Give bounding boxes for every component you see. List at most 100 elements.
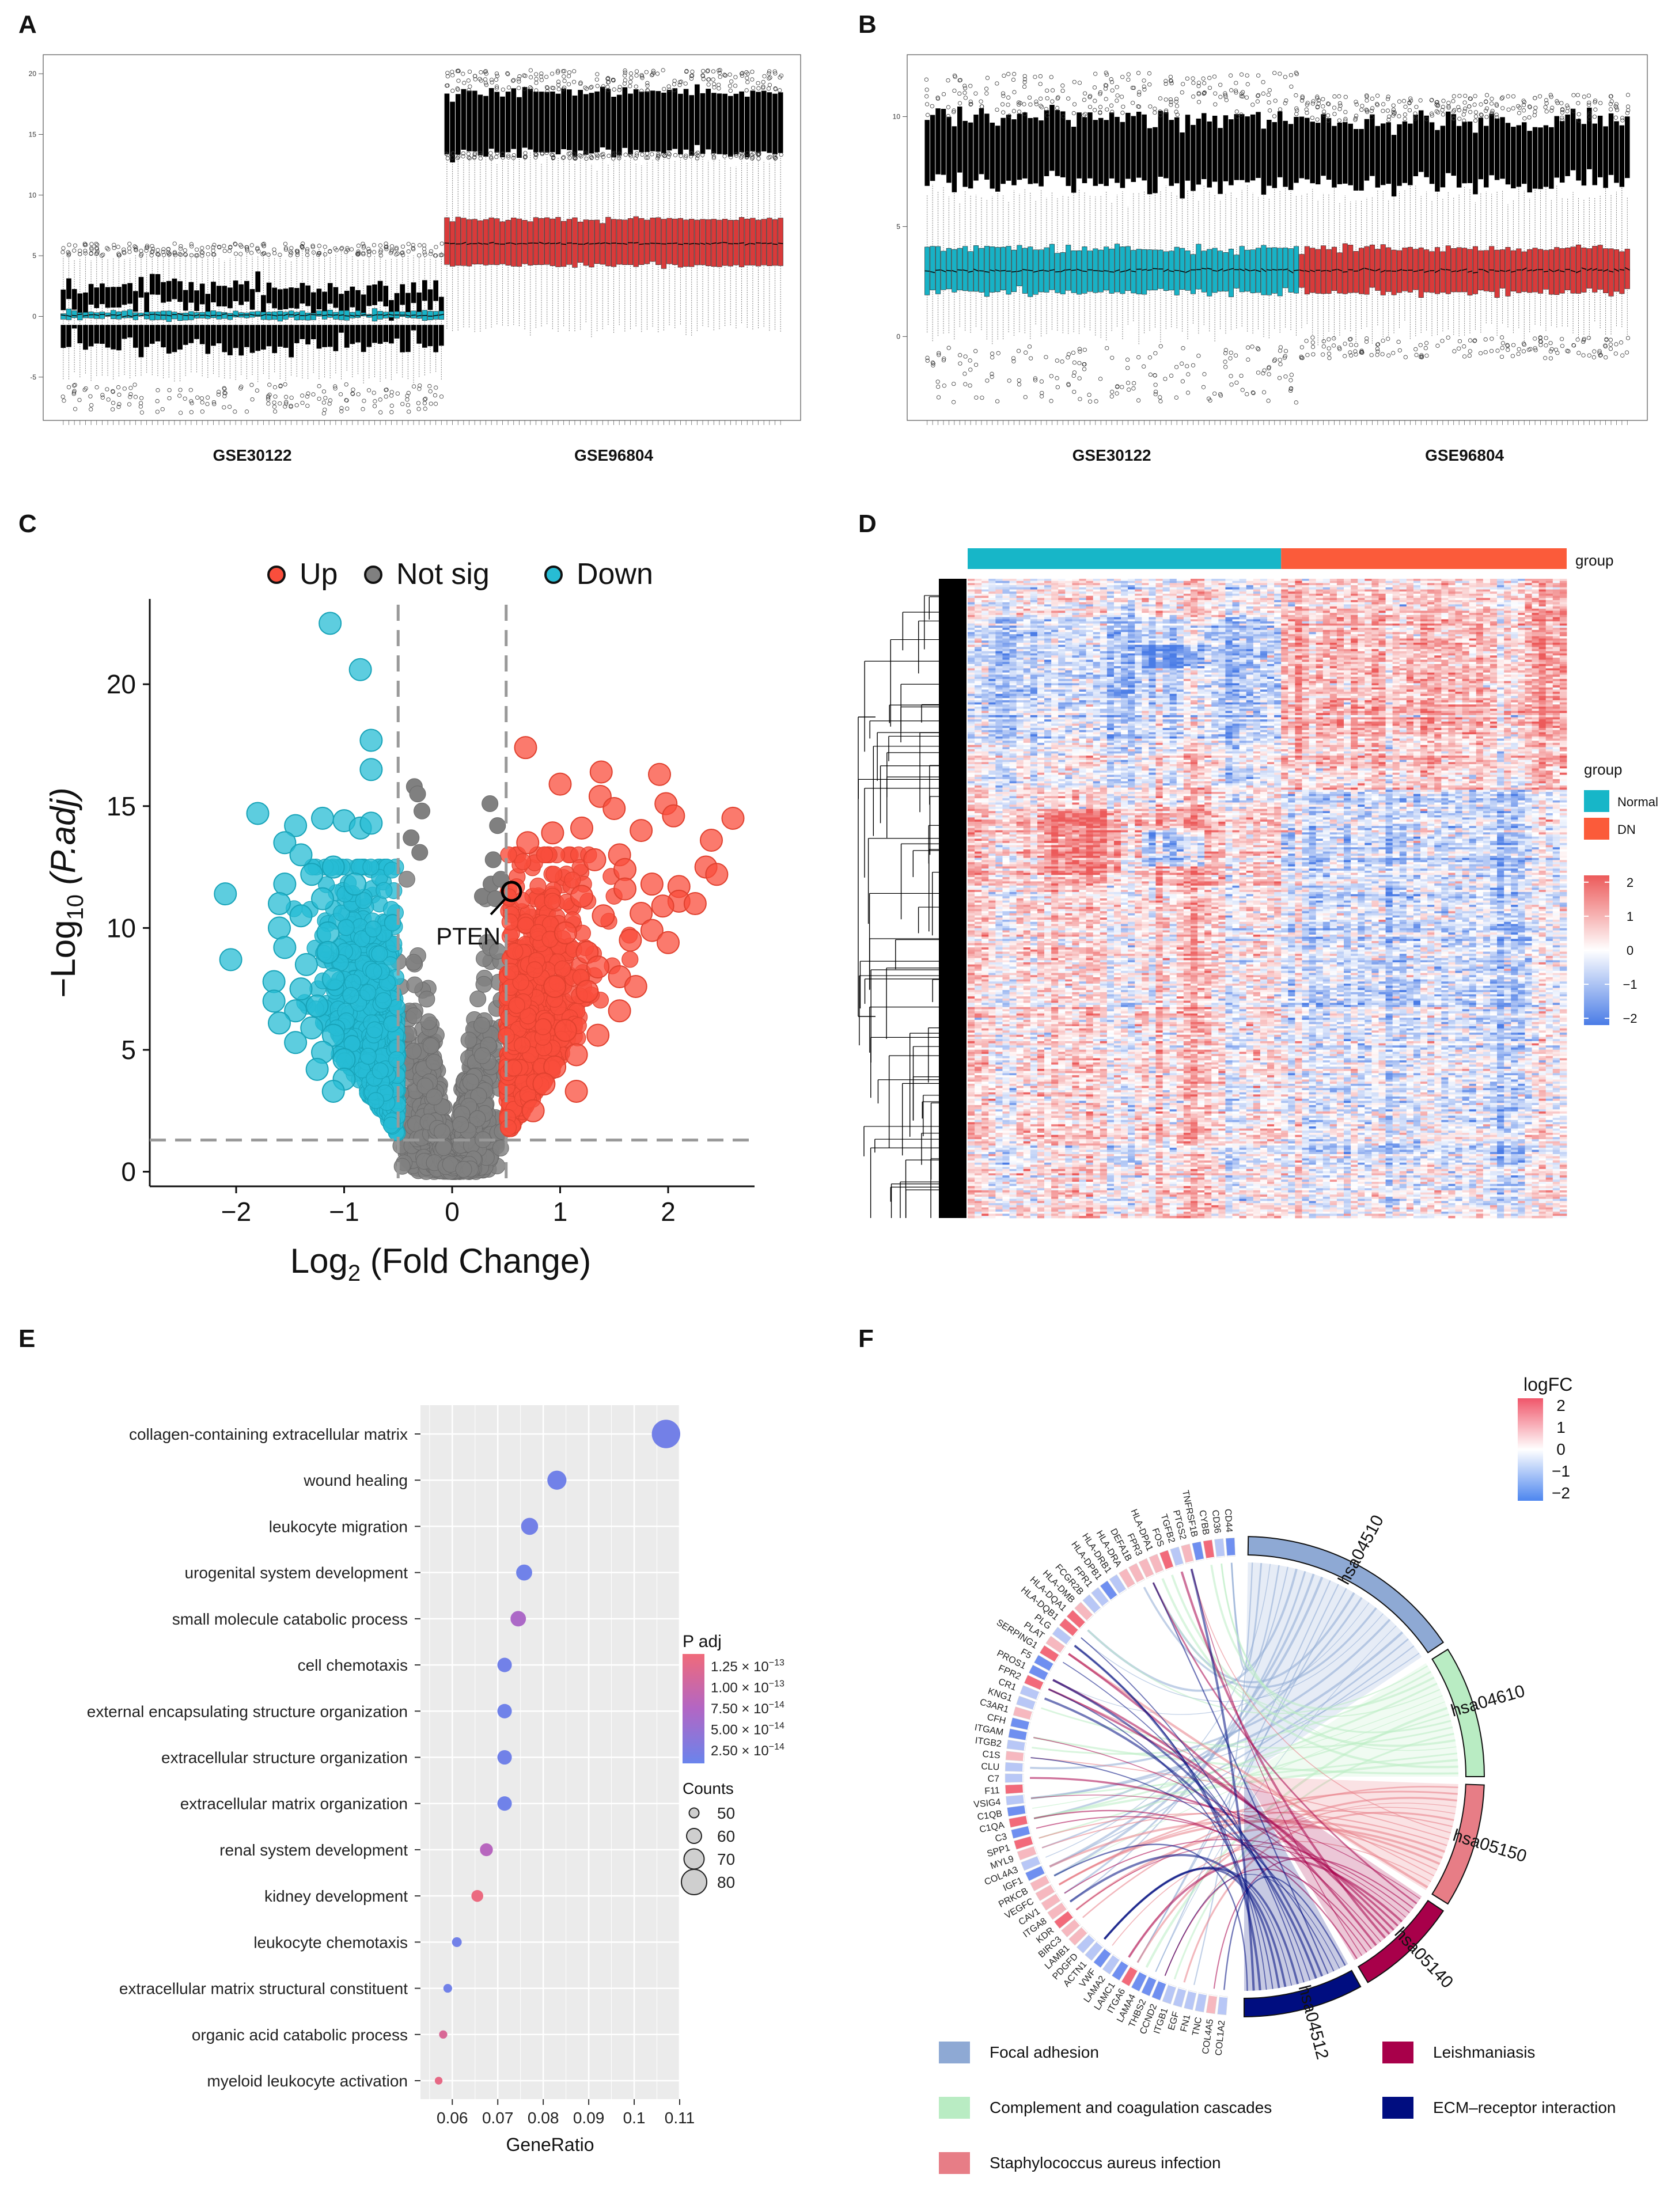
outlier [400,244,405,249]
outlier [1234,353,1238,358]
median [511,242,517,245]
outlier [1196,84,1201,88]
outlier [534,77,539,81]
sample-box [1619,116,1625,358]
box [583,219,589,266]
outlier-band [1147,128,1153,195]
outlier [1484,115,1489,119]
outlier [1147,355,1153,360]
outlier [1473,114,1479,119]
outlier [1544,336,1548,340]
median [1570,270,1576,272]
sample-box [149,244,156,375]
median [94,314,100,316]
outlier [1337,347,1342,351]
median [1261,268,1267,272]
outlier [729,79,734,84]
sample-box [60,246,66,403]
outlier [1468,109,1473,115]
outlier [356,252,361,256]
outlier-band [1370,114,1375,176]
outlier [134,248,138,253]
panel-label-c: C [18,510,37,538]
outlier [1478,351,1483,355]
outlier [566,151,571,156]
outlier [1223,94,1228,99]
sample-box [1445,101,1451,340]
sample-box [1396,99,1403,352]
outlier [412,384,416,389]
sample-box [1456,93,1462,351]
sample-box [1044,88,1049,359]
outlier [1196,81,1202,85]
outlier-band [622,87,628,148]
outlier [667,152,672,157]
outlier-band [946,116,952,183]
outlier [261,244,266,248]
outlier-band [1115,116,1120,183]
sample-box [1472,94,1479,343]
outlier [1164,108,1169,113]
outlier [244,245,249,249]
outlier [1055,96,1060,101]
outlier [1500,95,1505,100]
outlier [1364,339,1369,344]
outlier [1354,343,1359,347]
outlier [1575,337,1580,342]
outlier-band [294,325,300,343]
outlier [356,249,361,254]
box [1315,249,1321,294]
box [1619,251,1625,294]
outlier [1278,107,1283,112]
outlier [1608,342,1613,347]
outlier [957,101,962,105]
outlier [1397,348,1402,352]
outlier [1522,100,1527,104]
median [1440,268,1446,271]
outlier [1180,90,1184,95]
sample-box [717,68,722,329]
outlier [958,361,962,366]
outlier [1517,347,1521,351]
outlier [1006,71,1011,77]
sample-box [1228,73,1234,387]
sample-box [1321,97,1326,357]
outlier-band [83,325,88,350]
outlier [133,247,138,252]
outlier [1354,352,1358,357]
outlier [289,251,294,255]
outlier [1078,349,1082,354]
sample-box [522,73,528,329]
outlier-band [1581,124,1587,186]
outlier [516,77,521,81]
median [672,242,678,244]
outlier-band [105,325,111,348]
outlier-band [761,90,767,151]
outlier [450,70,454,74]
outlier [1163,81,1168,86]
outlier [1505,343,1510,348]
outlier [1208,398,1212,403]
median [605,242,611,245]
outlier-band [411,282,416,303]
sample-box [1494,102,1500,353]
outlier-band [322,291,327,313]
outlier [1082,367,1087,371]
box [1006,246,1011,295]
outlier [646,155,650,160]
outlier [1620,353,1625,358]
median [1077,268,1082,271]
sample-box [1429,98,1435,336]
outlier [962,371,967,376]
outlier [767,76,771,81]
outlier [89,407,93,412]
outlier [1441,112,1446,117]
outlier-band [1500,117,1505,179]
median [1228,268,1234,271]
outlier [1027,344,1032,349]
median [177,313,183,316]
sample-box [1168,74,1174,378]
outlier-band [127,283,133,304]
median [1060,269,1066,272]
outlier [1267,100,1271,105]
